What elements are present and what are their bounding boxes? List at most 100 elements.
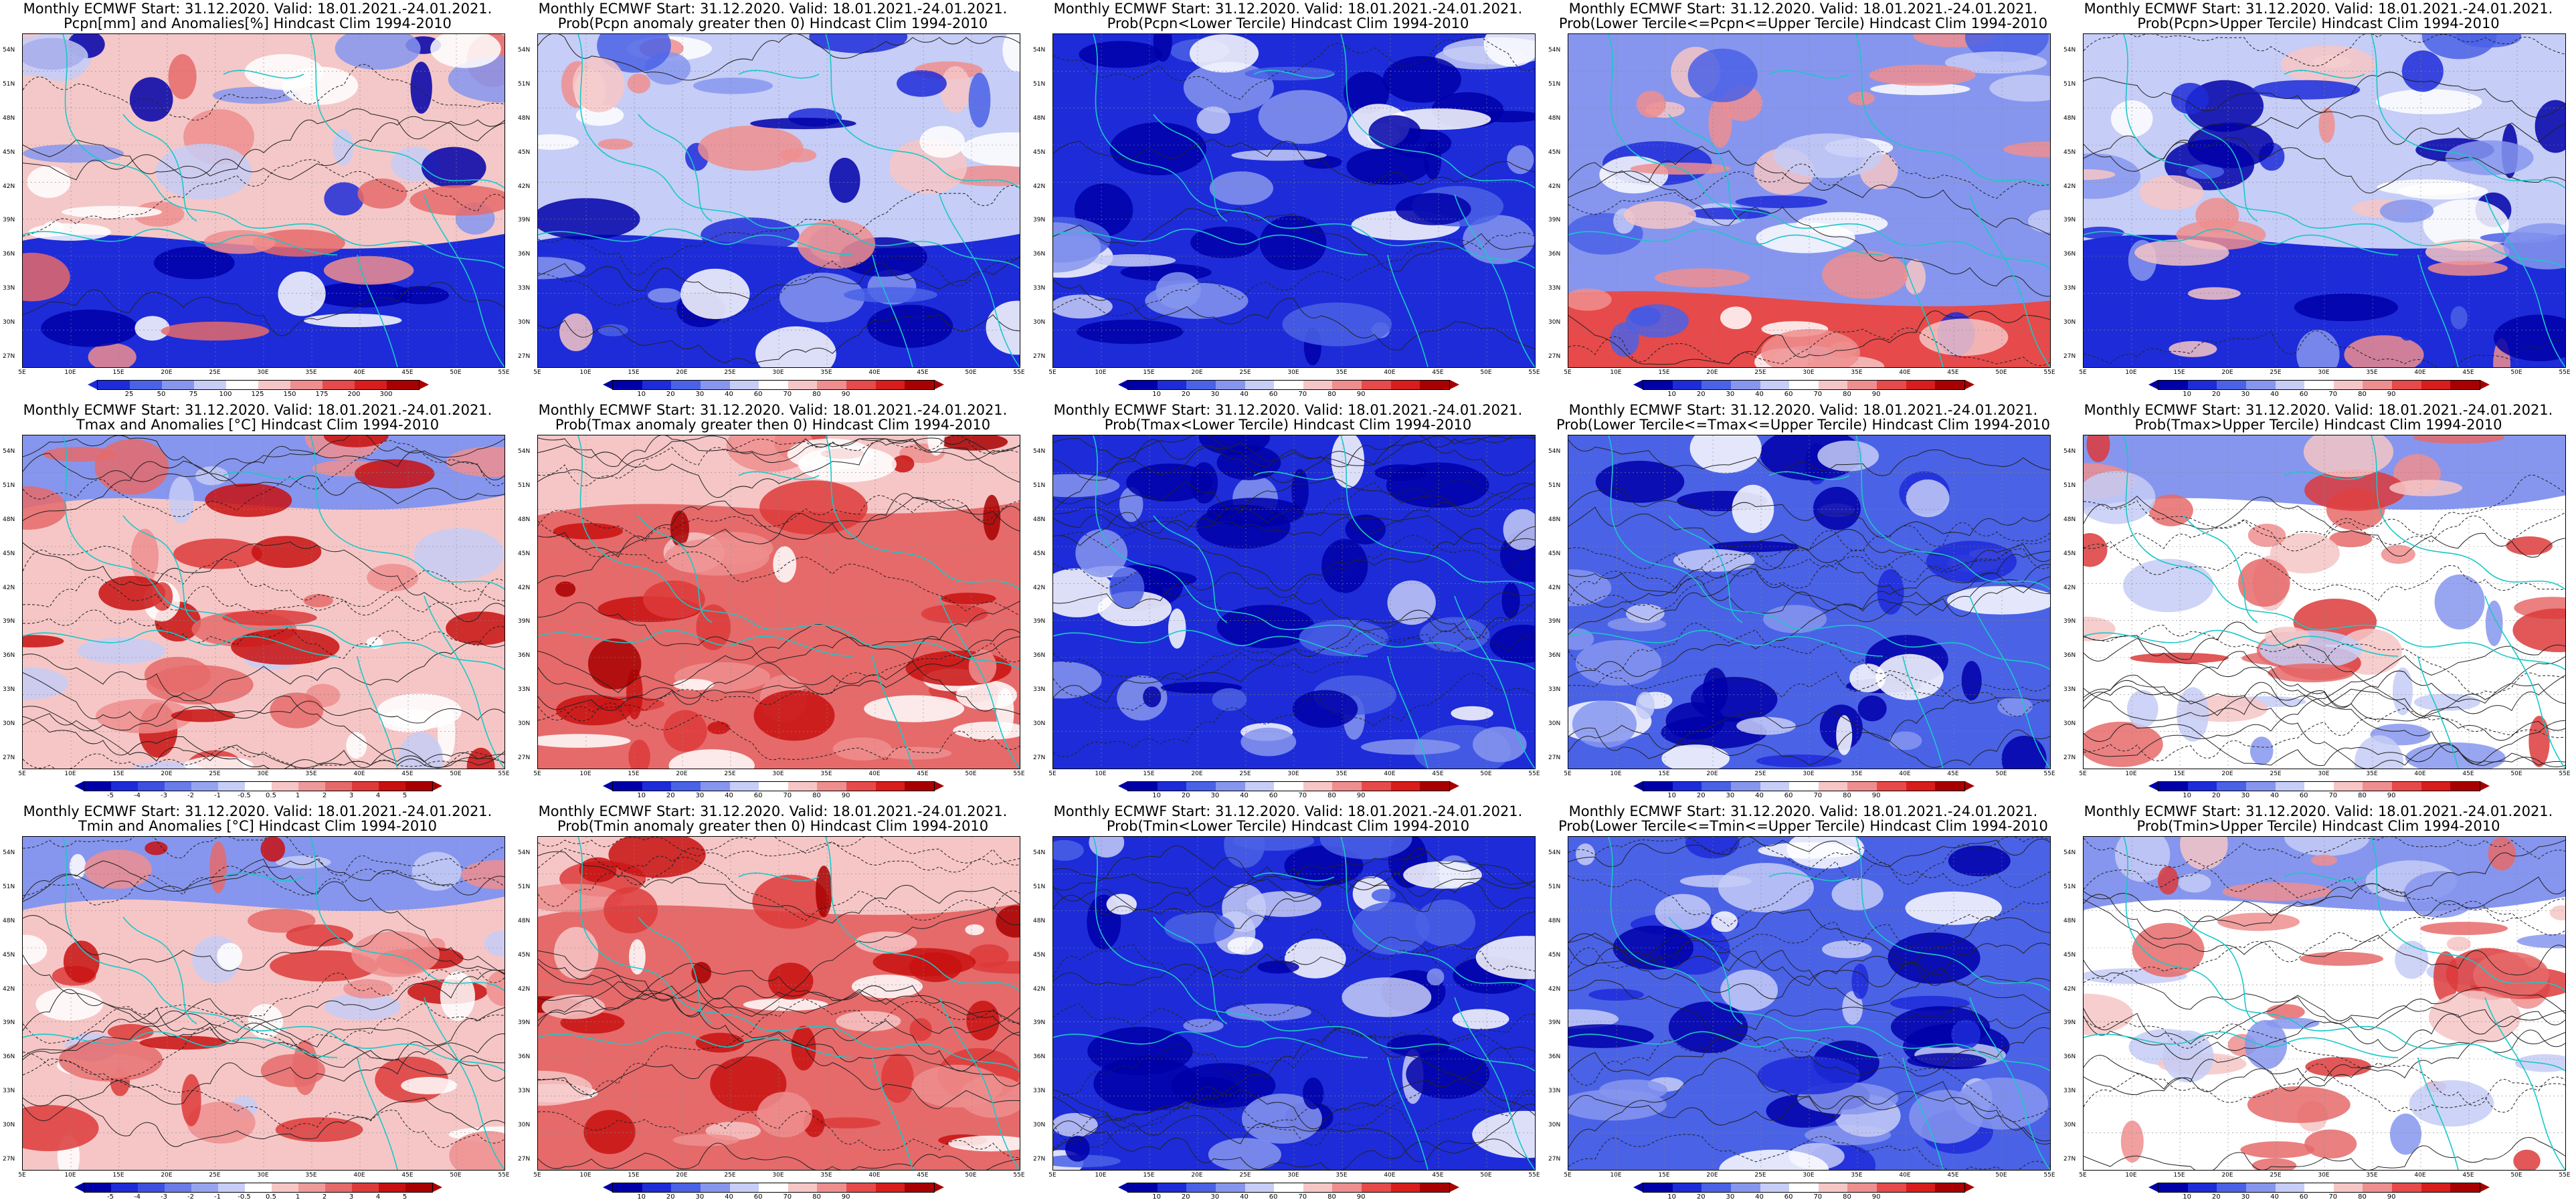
longitude-label: 5E bbox=[18, 1172, 26, 1179]
colorbar-swatch bbox=[2275, 381, 2305, 389]
contour-line bbox=[2084, 512, 2565, 552]
map-shaded-region bbox=[695, 1033, 745, 1053]
coastline bbox=[577, 837, 1020, 1072]
longitude-label: 30E bbox=[257, 369, 269, 376]
colorbar-tick-label: 40 bbox=[1755, 1193, 1764, 1201]
colorbar-tick-label: 40 bbox=[1240, 391, 1249, 398]
longitude-label: 50E bbox=[450, 369, 462, 376]
forecast-map bbox=[537, 435, 1020, 769]
longitude-label: 35E bbox=[820, 369, 832, 376]
latitude-label: 27N bbox=[518, 1156, 531, 1163]
colorbar-tick-label: -1 bbox=[214, 1193, 221, 1201]
colorbar-tick-label: 90 bbox=[2387, 792, 2396, 799]
coastline bbox=[577, 435, 1020, 670]
latitude-label: 42N bbox=[3, 183, 15, 190]
colorbar-tick-label: 80 bbox=[812, 1193, 821, 1201]
latitude-label: 42N bbox=[1548, 584, 1561, 591]
colorbar-swatch bbox=[1390, 1183, 1420, 1192]
latitude-label: 48N bbox=[518, 917, 531, 924]
contour-line bbox=[23, 866, 504, 906]
colorbar-swatch bbox=[1420, 782, 1450, 791]
colorbar-tick-label: 60 bbox=[2299, 792, 2308, 799]
colorbar-swatch bbox=[1128, 1183, 1158, 1192]
longitude-label: 5E bbox=[1564, 369, 1572, 376]
map-shaded-region bbox=[129, 77, 173, 122]
map-shaded-region bbox=[757, 1092, 812, 1138]
colorbar-swatch bbox=[1157, 381, 1187, 389]
longitude-label: 15E bbox=[1658, 771, 1670, 777]
latitude-label: 27N bbox=[3, 353, 15, 360]
map-shaded-region bbox=[409, 185, 504, 216]
longitude-label: 55E bbox=[2043, 1172, 2055, 1179]
contour-line bbox=[1053, 879, 1535, 929]
coastline bbox=[2123, 34, 2565, 269]
contour-line bbox=[23, 440, 504, 517]
latitude-label: 48N bbox=[1548, 917, 1561, 924]
contour-line bbox=[2084, 635, 2565, 716]
colorbar-swatch bbox=[405, 1183, 432, 1192]
map-shaded-region bbox=[2344, 335, 2424, 367]
latitude-label: 36N bbox=[3, 652, 15, 660]
latitude-label: 45N bbox=[3, 550, 15, 557]
colorbar-swatch bbox=[1818, 381, 1848, 389]
latitude-label: 42N bbox=[2063, 985, 2076, 993]
latitude-label: 51N bbox=[3, 883, 15, 890]
map-shaded-region bbox=[1954, 1077, 2049, 1130]
latitude-label: 48N bbox=[3, 114, 15, 122]
map-shaded-region bbox=[2488, 837, 2516, 871]
longitude-label: 35E bbox=[305, 1172, 317, 1179]
colorbar-tick-label: 30 bbox=[1210, 1193, 1220, 1201]
longitude-label: 45E bbox=[2462, 771, 2474, 777]
contour-line bbox=[1053, 1089, 1535, 1163]
map-shaded-region bbox=[2169, 340, 2217, 357]
colorbar-tick-label: 30 bbox=[1726, 792, 1735, 799]
colorbar-tick-label: 90 bbox=[1871, 792, 1881, 799]
contour-line bbox=[1568, 933, 2050, 1007]
coastline bbox=[939, 194, 1020, 367]
longitude-label: 45E bbox=[2462, 1172, 2474, 1179]
map-shaded-region bbox=[484, 930, 504, 957]
latitude-label: 33N bbox=[3, 1088, 15, 1095]
coastline bbox=[1387, 1057, 1429, 1170]
map-shaded-region bbox=[556, 695, 632, 726]
map-shaded-region bbox=[1849, 664, 1886, 693]
latitude-label: 36N bbox=[518, 1054, 531, 1061]
contour-line bbox=[1568, 837, 2050, 868]
panel-title-line1: Monthly ECMWF Start: 31.12.2020. Valid: … bbox=[538, 402, 1008, 418]
contour-line bbox=[23, 1007, 504, 1061]
colorbar-swatch bbox=[2158, 782, 2188, 791]
colorbar-tick-label: 70 bbox=[2328, 391, 2338, 398]
longitude-label: 10E bbox=[2125, 771, 2137, 777]
longitude-label: 35E bbox=[305, 771, 317, 777]
longitude-label: 20E bbox=[676, 369, 688, 376]
coastline bbox=[1153, 114, 1228, 222]
map-shaded-region bbox=[1472, 1110, 1535, 1159]
contour-line bbox=[1568, 573, 2050, 678]
map-shaded-region bbox=[134, 316, 170, 341]
colorbar-swatch bbox=[165, 782, 191, 791]
latitude-label: 39N bbox=[2063, 618, 2076, 625]
latitude-label: 33N bbox=[518, 1088, 531, 1095]
colorbar-tick-label: 40 bbox=[1755, 792, 1764, 799]
longitude-label: 10E bbox=[2125, 1172, 2137, 1179]
longitude-label: 50E bbox=[2510, 1172, 2522, 1179]
map-shaded-region bbox=[292, 1039, 318, 1096]
colorbar-swatch bbox=[1877, 782, 1906, 791]
contour-line bbox=[23, 989, 504, 1076]
contour-line bbox=[538, 950, 1020, 1036]
contour-line bbox=[538, 985, 1020, 1087]
coastline bbox=[1768, 471, 1850, 480]
panel-title-line1: Monthly ECMWF Start: 31.12.2020. Valid: … bbox=[1053, 402, 1523, 418]
coastline bbox=[1608, 435, 2050, 670]
colorbar-tick-label: 10 bbox=[1667, 391, 1676, 398]
map-shaded-region bbox=[872, 948, 976, 977]
colorbar-tick-label: 70 bbox=[2328, 1193, 2338, 1201]
contour-line bbox=[538, 959, 1020, 1072]
map-shaded-region bbox=[1919, 318, 2009, 356]
latitude-label: 54N bbox=[1033, 849, 1046, 856]
map-shaded-region bbox=[2535, 100, 2565, 153]
map-shaded-region bbox=[680, 268, 750, 320]
colorbar-tick-label: 80 bbox=[1843, 391, 1851, 398]
coastline bbox=[2183, 114, 2258, 222]
colorbar-tick-label: 90 bbox=[2387, 391, 2396, 398]
